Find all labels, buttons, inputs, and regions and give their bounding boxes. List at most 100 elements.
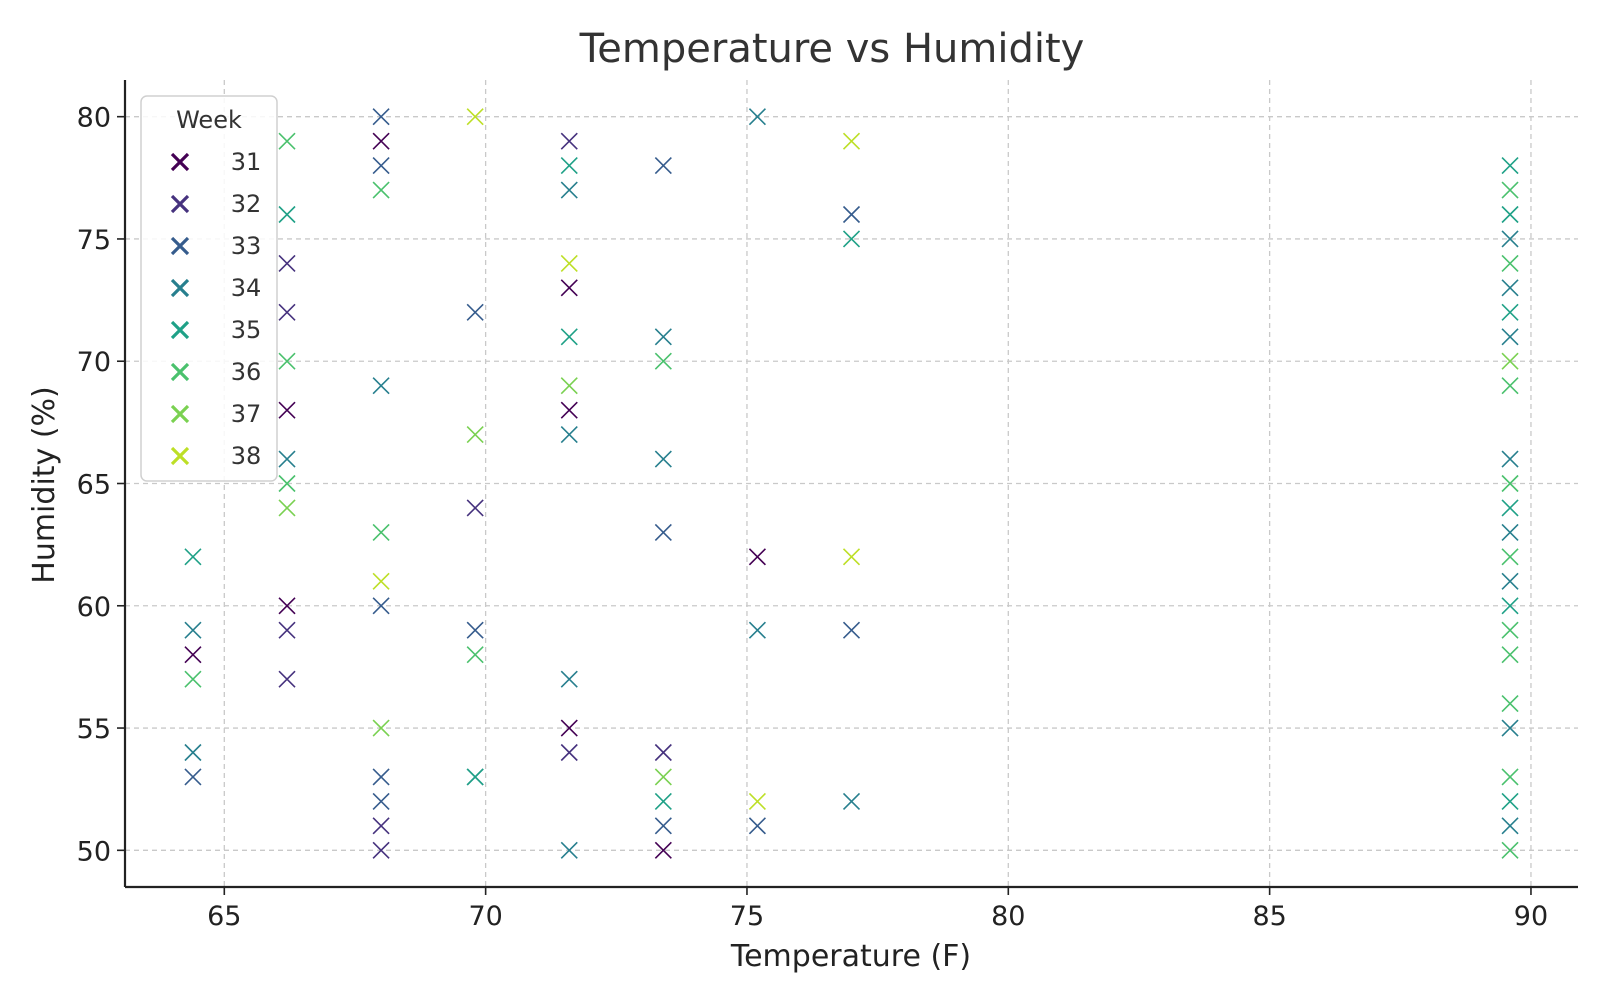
data-point-week-36 [1501, 474, 1519, 493]
data-point-week-33 [654, 523, 672, 541]
data-point-week-34 [560, 181, 578, 199]
data-point-week-31 [748, 548, 766, 566]
x-tick-label: 80 [991, 901, 1025, 932]
data-point-week-35 [560, 157, 578, 175]
legend-label-week-32: 32 [231, 190, 262, 218]
x-axis-label: Temperature (F) [730, 939, 971, 974]
legend-marker-week-31 [170, 152, 190, 172]
data-point-week-32 [372, 817, 390, 835]
data-point-week-38 [466, 108, 484, 126]
data-point-week-32 [278, 254, 296, 272]
y-tick-label: 60 [77, 592, 111, 623]
legend-label-week-33: 33 [231, 232, 262, 260]
data-point-week-32 [466, 499, 484, 517]
legend-marker-week-35 [170, 320, 190, 340]
data-point-week-33 [748, 817, 766, 835]
data-point-week-32 [278, 670, 296, 688]
data-point-week-34 [184, 621, 202, 639]
data-point-week-34 [748, 108, 766, 126]
data-point-week-35 [1501, 792, 1519, 810]
data-point-week-34 [560, 426, 578, 444]
data-point-week-36 [184, 670, 202, 688]
data-point-week-34 [1501, 328, 1519, 346]
data-point-week-33 [372, 597, 390, 615]
data-point-week-36 [278, 352, 296, 370]
data-point-week-33 [372, 157, 390, 175]
y-tick-label: 70 [77, 347, 111, 378]
data-point-week-38 [560, 254, 578, 272]
data-point-week-31 [372, 132, 390, 150]
data-point-week-34 [278, 450, 296, 468]
data-point-week-34 [560, 670, 578, 688]
data-point-week-34 [748, 621, 766, 639]
legend-label-week-31: 31 [231, 148, 262, 176]
legend-box [140, 95, 278, 482]
data-point-week-38 [842, 132, 861, 150]
data-point-week-38 [372, 572, 390, 590]
legend-marker-week-36 [170, 362, 190, 382]
legend-label-week-38: 38 [231, 442, 262, 470]
data-point-week-37 [466, 426, 484, 444]
data-point-week-36 [1501, 181, 1519, 199]
data-point-week-31 [278, 597, 296, 615]
data-point-week-36 [372, 523, 390, 541]
data-point-week-35 [1501, 205, 1519, 224]
legend-marker-week-33 [170, 236, 190, 256]
data-point-week-31 [184, 646, 202, 664]
grid-lines [125, 80, 1578, 887]
data-point-week-32 [654, 743, 672, 762]
x-tick-label: 90 [1514, 901, 1548, 932]
data-point-week-38 [842, 548, 861, 566]
y-tick-label: 50 [77, 836, 111, 867]
data-point-week-34 [1501, 572, 1519, 590]
data-point-week-32 [278, 303, 296, 321]
data-point-week-31 [560, 401, 578, 419]
data-point-week-31 [654, 841, 672, 859]
data-point-week-31 [278, 401, 296, 419]
data-point-week-34 [654, 328, 672, 346]
data-point-week-33 [654, 817, 672, 835]
legend-label-week-37: 37 [231, 400, 262, 428]
data-point-week-34 [560, 841, 578, 859]
data-point-week-36 [466, 646, 484, 664]
data-point-week-33 [466, 303, 484, 321]
data-point-week-37 [1501, 352, 1519, 370]
data-point-week-35 [560, 328, 578, 346]
data-point-week-31 [560, 279, 578, 297]
legend-label-week-34: 34 [231, 274, 262, 302]
data-point-week-34 [1501, 279, 1519, 297]
data-point-week-36 [1501, 695, 1519, 713]
data-point-week-36 [1501, 646, 1519, 664]
chart-title: Temperature vs Humidity [579, 26, 1085, 72]
legend-marker-week-37 [170, 404, 190, 424]
data-point-week-34 [1501, 450, 1519, 468]
x-tick-label: 75 [730, 901, 764, 932]
data-point-week-34 [1501, 523, 1519, 541]
data-point-week-34 [1501, 719, 1519, 737]
y-tick-label: 80 [77, 103, 111, 134]
data-point-week-33 [184, 768, 202, 786]
data-point-week-35 [1501, 157, 1519, 175]
data-point-week-34 [372, 377, 390, 395]
data-point-week-36 [372, 181, 390, 199]
data-point-week-33 [372, 768, 390, 786]
data-point-week-37 [278, 499, 296, 517]
legend-label-week-35: 35 [231, 316, 262, 344]
x-tick-label: 70 [468, 901, 502, 932]
legend-marker-week-34 [170, 278, 190, 298]
y-tick-label: 65 [77, 470, 111, 501]
x-tick-label: 85 [1252, 901, 1286, 932]
data-point-week-35 [1501, 303, 1519, 321]
data-point-week-34 [842, 792, 861, 810]
data-point-week-37 [372, 719, 390, 737]
data-point-week-32 [560, 132, 578, 150]
data-point-week-37 [560, 377, 578, 395]
data-point-week-34 [1501, 817, 1519, 835]
data-point-week-34 [654, 450, 672, 468]
data-point-week-36 [1501, 548, 1519, 566]
data-point-week-36 [1501, 621, 1519, 639]
data-point-week-35 [1501, 597, 1519, 615]
data-point-week-33 [654, 157, 672, 175]
data-point-week-35 [842, 230, 861, 248]
